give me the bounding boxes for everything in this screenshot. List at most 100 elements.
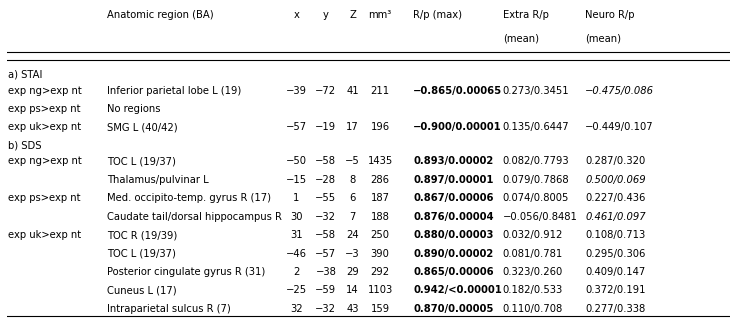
Text: No regions: No regions (107, 104, 161, 114)
Text: Cuneus L (17): Cuneus L (17) (107, 285, 177, 295)
Text: 0.277/0.338: 0.277/0.338 (585, 304, 646, 314)
Text: 250: 250 (371, 230, 390, 240)
Text: Neuro R/p: Neuro R/p (585, 10, 635, 19)
Text: −32: −32 (315, 304, 336, 314)
Text: 0.876/0.00004: 0.876/0.00004 (413, 212, 494, 222)
Text: Extra R/p: Extra R/p (503, 10, 549, 19)
Text: −72: −72 (315, 86, 337, 96)
Text: 0.295/0.306: 0.295/0.306 (585, 249, 646, 259)
Text: 211: 211 (371, 86, 390, 96)
Text: −55: −55 (315, 193, 337, 203)
Text: −0.449/0.107: −0.449/0.107 (585, 122, 654, 133)
Text: TOC L (19/37): TOC L (19/37) (107, 249, 176, 259)
Text: 159: 159 (371, 304, 390, 314)
Text: TOC L (19/37): TOC L (19/37) (107, 156, 176, 167)
Text: 41: 41 (346, 86, 359, 96)
Text: 29: 29 (346, 267, 359, 277)
Text: 390: 390 (371, 249, 389, 259)
Text: x: x (293, 10, 299, 19)
Text: −28: −28 (315, 175, 336, 185)
Text: R/p (max): R/p (max) (413, 10, 462, 19)
Text: (mean): (mean) (585, 33, 621, 43)
Text: y: y (323, 10, 329, 19)
Text: 0.890/0.00002: 0.890/0.00002 (413, 249, 494, 259)
Text: −46: −46 (286, 249, 307, 259)
Text: 0.897/0.00001: 0.897/0.00001 (413, 175, 494, 185)
Text: Z: Z (349, 10, 356, 19)
Text: −50: −50 (286, 156, 307, 167)
Text: −0.900/0.00001: −0.900/0.00001 (413, 122, 502, 133)
Text: −25: −25 (286, 285, 307, 295)
Text: 17: 17 (346, 122, 359, 133)
Text: −59: −59 (315, 285, 337, 295)
Text: exp ps>exp nt: exp ps>exp nt (8, 104, 80, 114)
Text: 286: 286 (371, 175, 390, 185)
Text: 31: 31 (290, 230, 303, 240)
Text: 188: 188 (371, 212, 389, 222)
Text: exp uk>exp nt: exp uk>exp nt (8, 122, 81, 133)
Text: 0.461/0.097: 0.461/0.097 (585, 212, 646, 222)
Text: Posterior cingulate gyrus R (31): Posterior cingulate gyrus R (31) (107, 267, 265, 277)
Text: exp ng>exp nt: exp ng>exp nt (8, 156, 82, 167)
Text: 0.074/0.8005: 0.074/0.8005 (503, 193, 569, 203)
Text: Intraparietal sulcus R (7): Intraparietal sulcus R (7) (107, 304, 231, 314)
Text: 0.079/0.7868: 0.079/0.7868 (503, 175, 570, 185)
Text: Thalamus/pulvinar L: Thalamus/pulvinar L (107, 175, 209, 185)
Text: 0.287/0.320: 0.287/0.320 (585, 156, 646, 167)
Text: 0.372/0.191: 0.372/0.191 (585, 285, 646, 295)
Text: −15: −15 (286, 175, 307, 185)
Text: −58: −58 (315, 156, 336, 167)
Text: 0.082/0.7793: 0.082/0.7793 (503, 156, 570, 167)
Text: 0.867/0.00006: 0.867/0.00006 (413, 193, 494, 203)
Text: exp uk>exp nt: exp uk>exp nt (8, 230, 81, 240)
Text: Caudate tail/dorsal hippocampus R: Caudate tail/dorsal hippocampus R (107, 212, 282, 222)
Text: −5: −5 (345, 156, 360, 167)
Text: 32: 32 (290, 304, 303, 314)
Text: 0.942/<0.00001: 0.942/<0.00001 (413, 285, 502, 295)
Text: −57: −57 (286, 122, 307, 133)
Text: Med. occipito-temp. gyrus R (17): Med. occipito-temp. gyrus R (17) (107, 193, 271, 203)
Text: 0.032/0.912: 0.032/0.912 (503, 230, 563, 240)
Text: 187: 187 (371, 193, 390, 203)
Text: −58: −58 (315, 230, 336, 240)
Text: 0.870/0.00005: 0.870/0.00005 (413, 304, 494, 314)
Text: exp ps>exp nt: exp ps>exp nt (8, 193, 80, 203)
Text: 7: 7 (349, 212, 356, 222)
Text: −3: −3 (346, 249, 360, 259)
Text: 14: 14 (346, 285, 359, 295)
Text: 0.081/0.781: 0.081/0.781 (503, 249, 563, 259)
Text: Inferior parietal lobe L (19): Inferior parietal lobe L (19) (107, 86, 241, 96)
Text: b) SDS: b) SDS (8, 141, 41, 151)
Text: mm³: mm³ (368, 10, 391, 19)
Text: 0.273/0.3451: 0.273/0.3451 (503, 86, 570, 96)
Text: 0.110/0.708: 0.110/0.708 (503, 304, 563, 314)
Text: 292: 292 (371, 267, 390, 277)
Text: 30: 30 (290, 212, 302, 222)
Text: a) STAI: a) STAI (8, 70, 43, 80)
Text: 24: 24 (346, 230, 359, 240)
Text: 1103: 1103 (368, 285, 393, 295)
Text: −38: −38 (315, 267, 336, 277)
Text: 0.409/0.147: 0.409/0.147 (585, 267, 646, 277)
Text: 196: 196 (371, 122, 390, 133)
Text: Anatomic region (BA): Anatomic region (BA) (107, 10, 214, 19)
Text: exp ng>exp nt: exp ng>exp nt (8, 86, 82, 96)
Text: 6: 6 (349, 193, 356, 203)
Text: 0.500/0.069: 0.500/0.069 (585, 175, 646, 185)
Text: SMG L (40/42): SMG L (40/42) (107, 122, 178, 133)
Text: 2: 2 (293, 267, 299, 277)
Text: 0.182/0.533: 0.182/0.533 (503, 285, 563, 295)
Text: −32: −32 (315, 212, 336, 222)
Text: 43: 43 (346, 304, 359, 314)
Text: 0.227/0.436: 0.227/0.436 (585, 193, 646, 203)
Text: −0.056/0.8481: −0.056/0.8481 (503, 212, 578, 222)
Text: 0.323/0.260: 0.323/0.260 (503, 267, 563, 277)
Text: −19: −19 (315, 122, 337, 133)
Text: −0.475/0.086: −0.475/0.086 (585, 86, 654, 96)
Text: TOC R (19/39): TOC R (19/39) (107, 230, 178, 240)
Text: 0.880/0.00003: 0.880/0.00003 (413, 230, 494, 240)
Text: −57: −57 (315, 249, 337, 259)
Text: 0.893/0.00002: 0.893/0.00002 (413, 156, 494, 167)
Text: 0.865/0.00006: 0.865/0.00006 (413, 267, 494, 277)
Text: 0.135/0.6447: 0.135/0.6447 (503, 122, 570, 133)
